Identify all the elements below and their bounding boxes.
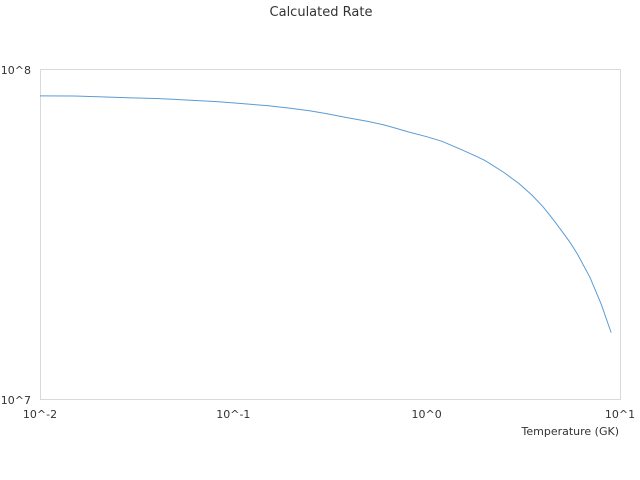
- x-tick-label: 10^-1: [216, 408, 250, 421]
- x-tick-label: 10^1: [605, 408, 635, 421]
- x-axis-ticks: 10^-2 10^-1 10^0 10^1: [23, 408, 635, 421]
- x-tick-label: 10^0: [412, 408, 442, 421]
- y-tick-label: 10^7: [1, 394, 31, 407]
- chart-title: Calculated Rate: [270, 5, 373, 20]
- y-tick-label: 10^8: [1, 64, 31, 77]
- x-tick-label: 10^-2: [23, 408, 57, 421]
- y-axis-ticks: 10^7 10^8: [1, 64, 31, 407]
- x-axis-label: Temperature (GK): [521, 425, 620, 438]
- plot-area-frame: [40, 69, 621, 400]
- series-line: [39, 95, 612, 333]
